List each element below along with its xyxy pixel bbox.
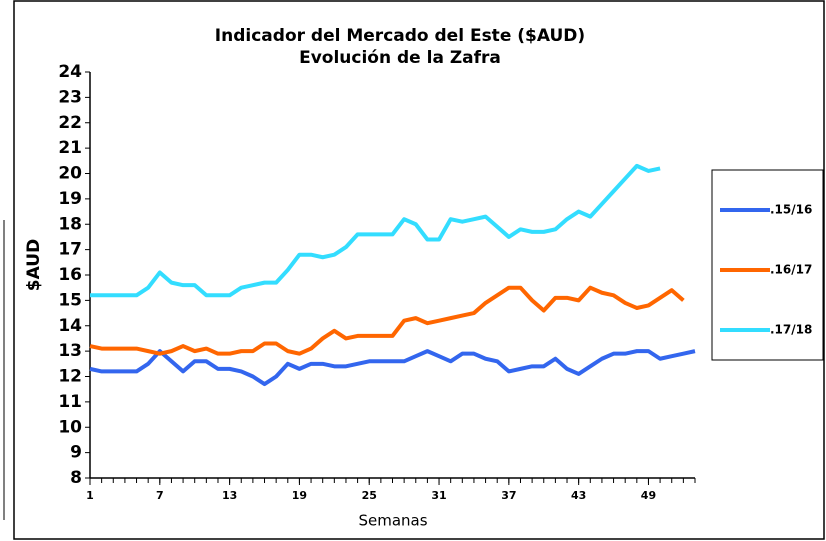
x-tick-label: 31 [431,489,446,502]
x-tick-label: 25 [362,489,377,502]
y-tick-label: 19 [58,189,82,209]
y-tick-label: 15 [58,290,82,310]
x-tick-label: 19 [292,489,307,502]
y-tick-label: 16 [58,265,82,285]
chart-frame [13,0,825,540]
x-axis-label: Semanas [358,512,427,530]
y-tick-label: 24 [58,62,82,82]
y-tick-label: 20 [58,164,82,184]
y-tick-label: 18 [58,214,82,234]
legend-label: .17/18 [770,323,812,337]
x-tick-label: 13 [222,489,237,502]
series-line [89,285,685,356]
y-tick-label: 13 [58,341,82,361]
y-tick-label: 8 [70,468,82,488]
x-tick-label: 7 [156,489,164,502]
series-line [89,349,696,387]
x-tick-label: 37 [501,489,516,502]
y-tick-label: 17 [58,240,82,260]
y-tick-label: 21 [58,138,82,158]
legend-label: .15/16 [770,203,812,217]
x-tick-label: 1 [86,489,94,502]
y-tick-label: 23 [58,87,82,107]
y-axis-label: $AUD [24,239,44,291]
series-line [90,163,661,298]
x-tick-label: 49 [641,489,656,502]
legend-label: .16/17 [770,263,812,277]
chart-subtitle: Evolución de la Zafra [299,48,501,68]
y-tick-label: 14 [58,316,82,336]
x-tick-label: 43 [571,489,586,502]
y-tick-label: 11 [58,392,82,412]
chart-title: Indicador del Mercado del Este ($AUD) [215,26,585,46]
y-tick-label: 22 [58,113,82,133]
y-tick-label: 12 [58,367,82,387]
y-tick-label: 10 [58,417,82,437]
y-tick-label: 9 [70,443,82,463]
